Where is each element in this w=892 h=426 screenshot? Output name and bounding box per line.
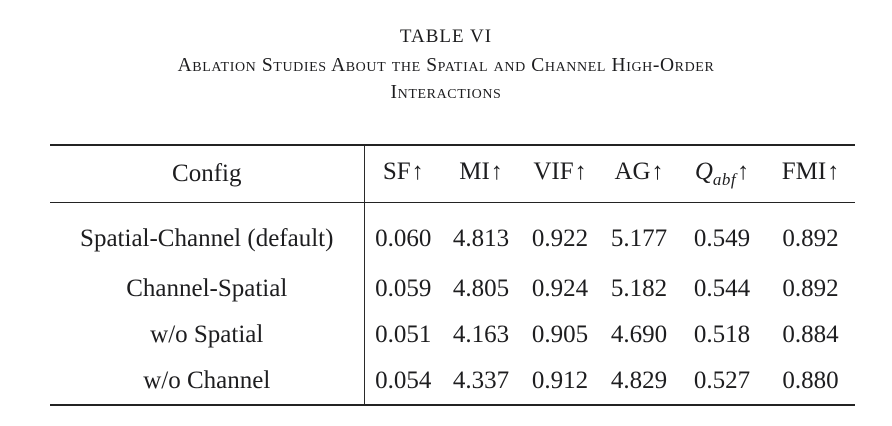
value-cell: 4.829	[600, 358, 678, 406]
value-cell: 0.905	[531, 321, 589, 348]
value-cell: 0.892	[782, 275, 839, 302]
table-number-title: TABLE VI	[399, 26, 493, 47]
value-cell: 0.912	[520, 358, 600, 406]
config-label: w/o Channel	[50, 358, 365, 406]
value-cell: 5.177	[610, 225, 668, 252]
value-cell: 0.880	[766, 358, 855, 406]
table-row-spatial-channel-default: Spatial-Channel (default) 0.060 4.813 0.…	[50, 202, 855, 266]
up-arrow-icon: ↑	[827, 159, 840, 185]
col-header-sf: SF↑	[364, 144, 442, 203]
value-cell: 4.813	[452, 225, 510, 252]
col-header-vif: VIF↑	[520, 144, 600, 203]
value-cell: 4.337	[442, 358, 520, 406]
metric-label: MI	[459, 158, 490, 185]
up-arrow-icon: ↑	[411, 159, 424, 185]
col-header-qabf: Qabf↑	[678, 144, 766, 203]
col-header-fmi: FMI↑	[766, 144, 855, 203]
value-cell: 0.051	[375, 321, 432, 348]
table-row-channel-spatial: Channel-Spatial 0.059 4.805 0.924 5.182 …	[50, 266, 855, 312]
value-cell: 5.182	[610, 275, 668, 302]
caption-line-1: Ablation Studies About the Spatial and C…	[177, 55, 715, 76]
value-cell: 0.059	[375, 275, 432, 302]
table-caption: Ablation Studies About the Spatial and C…	[0, 52, 892, 106]
value-cell: 4.805	[452, 275, 510, 302]
value-cell: 4.690	[610, 321, 668, 348]
value-cell: 0.544	[693, 275, 751, 302]
metric-label: SF	[382, 158, 411, 185]
value-cell: 0.884	[782, 321, 839, 348]
value-cell: 0.549	[693, 225, 751, 252]
config-label: Spatial-Channel (default)	[50, 202, 365, 266]
value-cell: 0.060	[375, 225, 432, 252]
up-arrow-icon: ↑	[651, 159, 664, 185]
config-label: Channel-Spatial	[50, 266, 365, 312]
table-row-wo-spatial: w/o Spatial 0.051 4.163 0.905 4.690 0.51…	[50, 312, 855, 358]
up-arrow-icon: ↑	[490, 159, 503, 185]
table-row-wo-channel: w/o Channel 0.054 4.337 0.912 4.829 0.52…	[50, 358, 855, 406]
value-cell: 0.892	[782, 225, 839, 252]
metric-label: FMI	[781, 158, 827, 185]
metric-label: VIF	[533, 158, 574, 185]
value-cell: 0.518	[693, 321, 751, 348]
value-cell: 0.527	[678, 358, 766, 406]
col-header-mi: MI↑	[442, 144, 520, 203]
value-cell: 0.922	[531, 225, 589, 252]
ablation-results-table: Config SF↑ MI↑ VIF↑ AG↑ Qabf↑ FMI↑ Spati…	[50, 144, 855, 406]
caption-line-2: Interactions	[390, 82, 502, 103]
config-label: w/o Spatial	[50, 312, 365, 358]
up-arrow-icon: ↑	[737, 159, 750, 185]
metric-label: AG	[614, 158, 651, 185]
value-cell: 4.163	[452, 321, 510, 348]
value-cell: 0.924	[531, 275, 589, 302]
metric-label: Q	[694, 158, 713, 185]
col-header-config: Config	[50, 144, 365, 203]
metric-subscript: abf	[712, 170, 737, 189]
header-row: Config SF↑ MI↑ VIF↑ AG↑ Qabf↑ FMI↑	[50, 144, 855, 203]
value-cell: 0.054	[364, 358, 442, 406]
col-header-ag: AG↑	[600, 144, 678, 203]
up-arrow-icon: ↑	[574, 159, 587, 185]
